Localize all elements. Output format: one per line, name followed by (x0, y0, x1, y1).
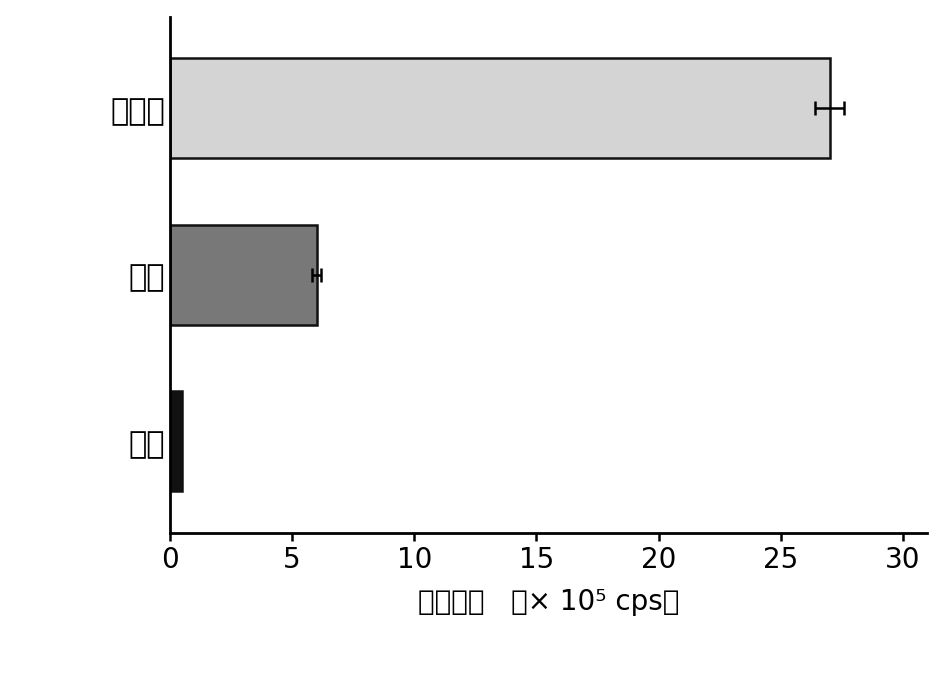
Bar (170, 391, 182, 491)
X-axis label: 荧光强度   （× 10⁵ cps）: 荧光强度 （× 10⁵ cps） (418, 588, 680, 616)
Bar (170, 58, 830, 158)
Bar (170, 225, 316, 324)
